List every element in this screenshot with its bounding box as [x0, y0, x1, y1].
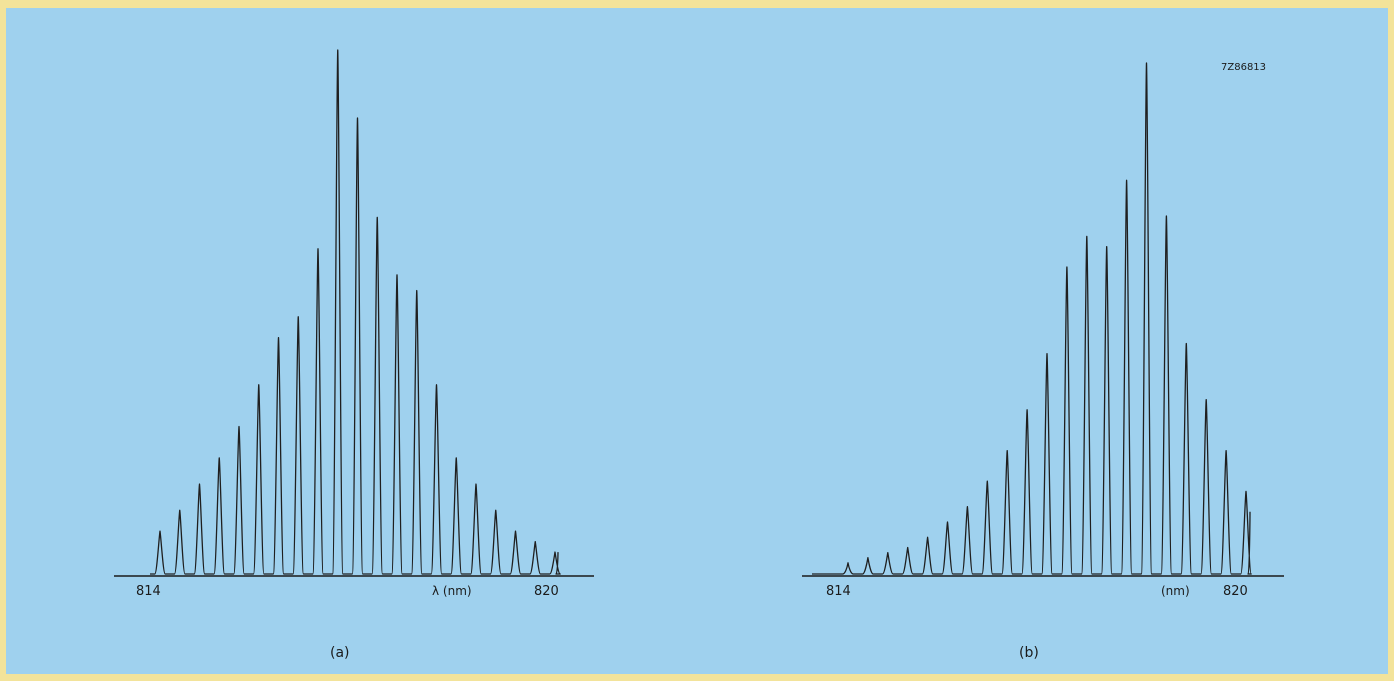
spectrum-trace-a [150, 49, 561, 575]
x-tick-label-start-b: 814 [826, 584, 851, 599]
panel-label-b: (b) [1019, 645, 1039, 661]
spectra-figure: 7Z86813 814 820 λ (nm) (a) 814 820 (nm) … [114, 49, 1284, 661]
spectrum-chart-a: 814 820 λ (nm) (a) [114, 49, 594, 661]
x-tick-label-end-b: 820 [1223, 584, 1248, 599]
spectrum-chart-b: 814 820 (nm) (b) [802, 62, 1284, 661]
panel-label-a: (a) [330, 645, 350, 661]
x-axis-label-b: (nm) [1161, 584, 1190, 598]
figure-panel: 7Z86813 814 820 λ (nm) (a) 814 820 (nm) … [6, 8, 1388, 674]
figure-code: 7Z86813 [1221, 62, 1266, 73]
x-tick-label-end-a: 820 [534, 584, 559, 599]
x-axis-label-a: λ (nm) [432, 584, 472, 598]
spectrum-trace-b [812, 62, 1252, 575]
x-tick-label-start-a: 814 [136, 584, 161, 599]
